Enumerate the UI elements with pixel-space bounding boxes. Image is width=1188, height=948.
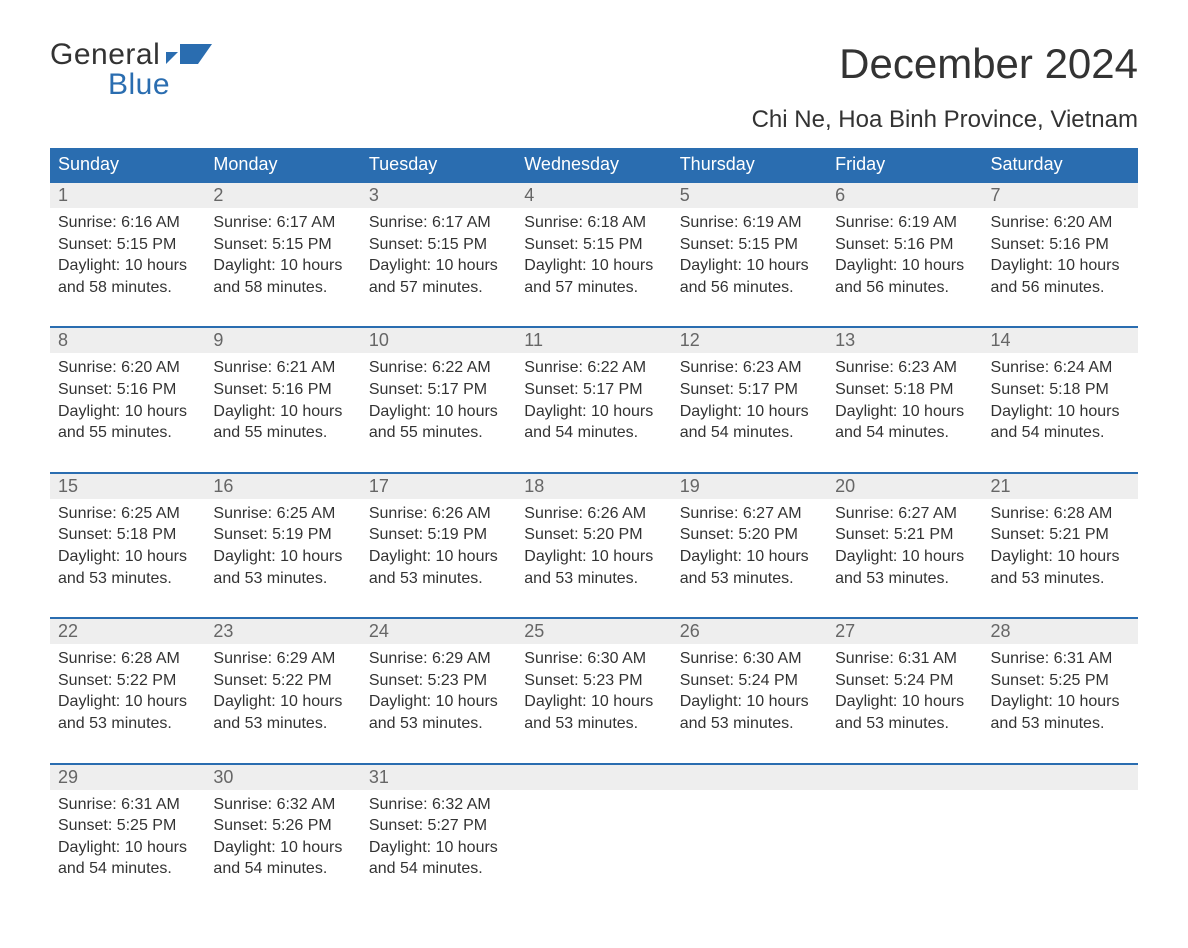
day-info-row: Sunrise: 6:31 AMSunset: 5:25 PMDaylight:… xyxy=(50,790,1138,908)
day-info: Sunrise: 6:27 AMSunset: 5:20 PMDaylight:… xyxy=(672,499,827,618)
day-number: 31 xyxy=(361,765,516,790)
day-number: 1 xyxy=(50,183,205,208)
day-number: 3 xyxy=(361,183,516,208)
day-info: Sunrise: 6:27 AMSunset: 5:21 PMDaylight:… xyxy=(827,499,982,618)
day-number: 22 xyxy=(50,619,205,644)
day-info: Sunrise: 6:31 AMSunset: 5:25 PMDaylight:… xyxy=(50,790,205,908)
day-header: Thursday xyxy=(672,148,827,182)
logo: General Blue xyxy=(50,40,212,100)
day-number: 23 xyxy=(205,619,360,644)
day-number: 21 xyxy=(983,474,1138,499)
day-info: Sunrise: 6:24 AMSunset: 5:18 PMDaylight:… xyxy=(983,353,1138,472)
day-number: 20 xyxy=(827,474,982,499)
day-number: 6 xyxy=(827,183,982,208)
day-number: 2 xyxy=(205,183,360,208)
page-title: December 2024 xyxy=(839,40,1138,88)
day-header: Tuesday xyxy=(361,148,516,182)
day-number: 26 xyxy=(672,619,827,644)
day-info: Sunrise: 6:17 AMSunset: 5:15 PMDaylight:… xyxy=(361,208,516,327)
day-number-row: 15161718192021 xyxy=(50,474,1138,499)
day-number: 17 xyxy=(361,474,516,499)
day-info: Sunrise: 6:18 AMSunset: 5:15 PMDaylight:… xyxy=(516,208,671,327)
day-info-row: Sunrise: 6:25 AMSunset: 5:18 PMDaylight:… xyxy=(50,499,1138,618)
day-number: 16 xyxy=(205,474,360,499)
day-number: 8 xyxy=(50,328,205,353)
day-header: Friday xyxy=(827,148,982,182)
day-number: 7 xyxy=(983,183,1138,208)
day-info xyxy=(672,790,827,908)
day-header: Sunday xyxy=(50,148,205,182)
logo-flag-icon xyxy=(166,40,212,70)
day-info-row: Sunrise: 6:20 AMSunset: 5:16 PMDaylight:… xyxy=(50,353,1138,472)
day-info xyxy=(827,790,982,908)
day-number: 10 xyxy=(361,328,516,353)
day-number: 14 xyxy=(983,328,1138,353)
day-number: 24 xyxy=(361,619,516,644)
day-info: Sunrise: 6:16 AMSunset: 5:15 PMDaylight:… xyxy=(50,208,205,327)
day-header: Wednesday xyxy=(516,148,671,182)
day-header: Monday xyxy=(205,148,360,182)
day-info xyxy=(983,790,1138,908)
day-number-row: 1234567 xyxy=(50,183,1138,208)
day-number: 13 xyxy=(827,328,982,353)
day-number: 12 xyxy=(672,328,827,353)
day-info: Sunrise: 6:22 AMSunset: 5:17 PMDaylight:… xyxy=(516,353,671,472)
day-info: Sunrise: 6:20 AMSunset: 5:16 PMDaylight:… xyxy=(983,208,1138,327)
day-info: Sunrise: 6:23 AMSunset: 5:18 PMDaylight:… xyxy=(827,353,982,472)
day-number: 28 xyxy=(983,619,1138,644)
day-number: 29 xyxy=(50,765,205,790)
day-info: Sunrise: 6:30 AMSunset: 5:23 PMDaylight:… xyxy=(516,644,671,763)
logo-text-bottom: Blue xyxy=(108,70,212,100)
day-number-row: 891011121314 xyxy=(50,328,1138,353)
day-info: Sunrise: 6:19 AMSunset: 5:16 PMDaylight:… xyxy=(827,208,982,327)
day-info: Sunrise: 6:25 AMSunset: 5:19 PMDaylight:… xyxy=(205,499,360,618)
day-info: Sunrise: 6:26 AMSunset: 5:20 PMDaylight:… xyxy=(516,499,671,618)
day-info: Sunrise: 6:32 AMSunset: 5:26 PMDaylight:… xyxy=(205,790,360,908)
day-number: 11 xyxy=(516,328,671,353)
day-info: Sunrise: 6:29 AMSunset: 5:23 PMDaylight:… xyxy=(361,644,516,763)
day-number: 18 xyxy=(516,474,671,499)
day-number xyxy=(516,765,671,790)
day-number xyxy=(672,765,827,790)
day-number: 30 xyxy=(205,765,360,790)
calendar-table: SundayMondayTuesdayWednesdayThursdayFrid… xyxy=(50,148,1138,908)
day-info: Sunrise: 6:28 AMSunset: 5:22 PMDaylight:… xyxy=(50,644,205,763)
day-info: Sunrise: 6:22 AMSunset: 5:17 PMDaylight:… xyxy=(361,353,516,472)
day-info: Sunrise: 6:28 AMSunset: 5:21 PMDaylight:… xyxy=(983,499,1138,618)
day-number-row: 22232425262728 xyxy=(50,619,1138,644)
day-number-row: 293031 xyxy=(50,765,1138,790)
day-info: Sunrise: 6:21 AMSunset: 5:16 PMDaylight:… xyxy=(205,353,360,472)
day-header-row: SundayMondayTuesdayWednesdayThursdayFrid… xyxy=(50,148,1138,182)
day-number: 4 xyxy=(516,183,671,208)
day-info: Sunrise: 6:30 AMSunset: 5:24 PMDaylight:… xyxy=(672,644,827,763)
day-info xyxy=(516,790,671,908)
location-subtitle: Chi Ne, Hoa Binh Province, Vietnam xyxy=(50,106,1138,134)
day-number xyxy=(827,765,982,790)
logo-text-top: General xyxy=(50,40,160,70)
day-number xyxy=(983,765,1138,790)
day-info-row: Sunrise: 6:16 AMSunset: 5:15 PMDaylight:… xyxy=(50,208,1138,327)
day-number: 15 xyxy=(50,474,205,499)
day-info-row: Sunrise: 6:28 AMSunset: 5:22 PMDaylight:… xyxy=(50,644,1138,763)
day-info: Sunrise: 6:29 AMSunset: 5:22 PMDaylight:… xyxy=(205,644,360,763)
day-number: 19 xyxy=(672,474,827,499)
day-number: 27 xyxy=(827,619,982,644)
day-info: Sunrise: 6:19 AMSunset: 5:15 PMDaylight:… xyxy=(672,208,827,327)
day-info: Sunrise: 6:26 AMSunset: 5:19 PMDaylight:… xyxy=(361,499,516,618)
day-info: Sunrise: 6:17 AMSunset: 5:15 PMDaylight:… xyxy=(205,208,360,327)
day-info: Sunrise: 6:23 AMSunset: 5:17 PMDaylight:… xyxy=(672,353,827,472)
day-info: Sunrise: 6:31 AMSunset: 5:24 PMDaylight:… xyxy=(827,644,982,763)
day-info: Sunrise: 6:20 AMSunset: 5:16 PMDaylight:… xyxy=(50,353,205,472)
day-info: Sunrise: 6:32 AMSunset: 5:27 PMDaylight:… xyxy=(361,790,516,908)
day-number: 5 xyxy=(672,183,827,208)
day-info: Sunrise: 6:31 AMSunset: 5:25 PMDaylight:… xyxy=(983,644,1138,763)
day-number: 25 xyxy=(516,619,671,644)
day-number: 9 xyxy=(205,328,360,353)
day-info: Sunrise: 6:25 AMSunset: 5:18 PMDaylight:… xyxy=(50,499,205,618)
day-header: Saturday xyxy=(983,148,1138,182)
